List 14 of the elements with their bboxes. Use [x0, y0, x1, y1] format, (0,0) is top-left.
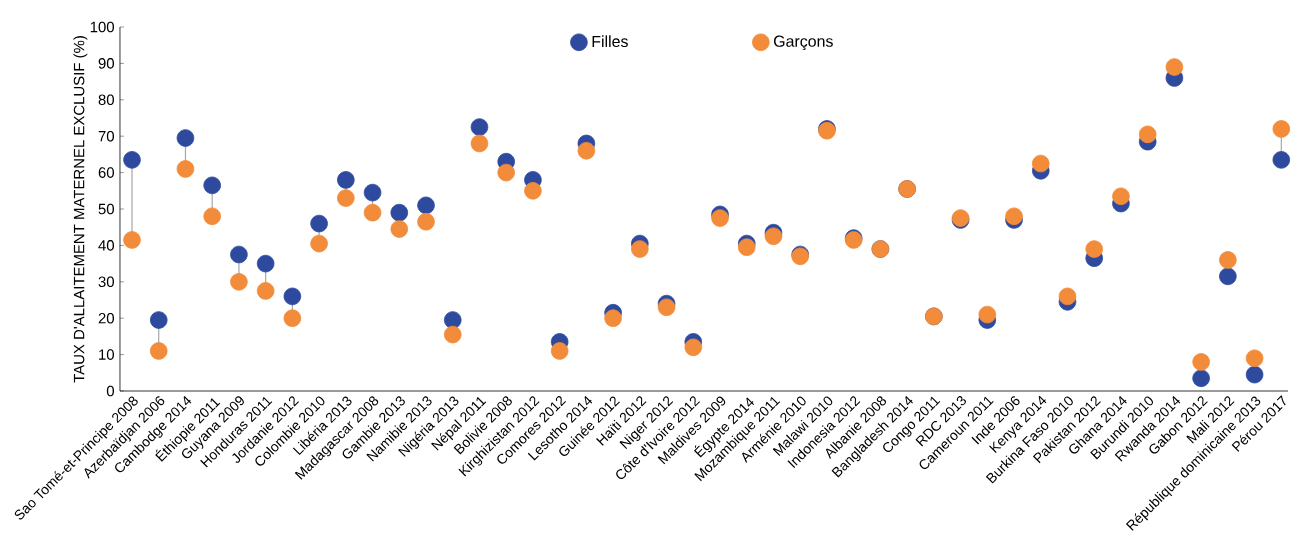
- y-tick-label: 0: [106, 385, 114, 397]
- y-tick-label: 100: [90, 21, 114, 33]
- legend-label: Garçons: [773, 35, 833, 51]
- y-tick-label: 60: [98, 167, 114, 178]
- y-tick-label: 30: [98, 276, 114, 288]
- y-tick-label: 80: [98, 94, 114, 106]
- y-tick-label: 10: [99, 349, 114, 360]
- y-tick-label: 50: [98, 203, 114, 215]
- y-axis-title: TAUX D'ALLAITEMENT MATERNEL EXCLUSIF (%): [73, 36, 88, 383]
- y-tick-label: 20: [98, 312, 114, 324]
- y-tick-label: 70: [98, 130, 114, 142]
- legend-label: Filles: [592, 35, 628, 48]
- y-tick-label: 90: [98, 58, 114, 69]
- y-tick-label: 40: [98, 240, 114, 251]
